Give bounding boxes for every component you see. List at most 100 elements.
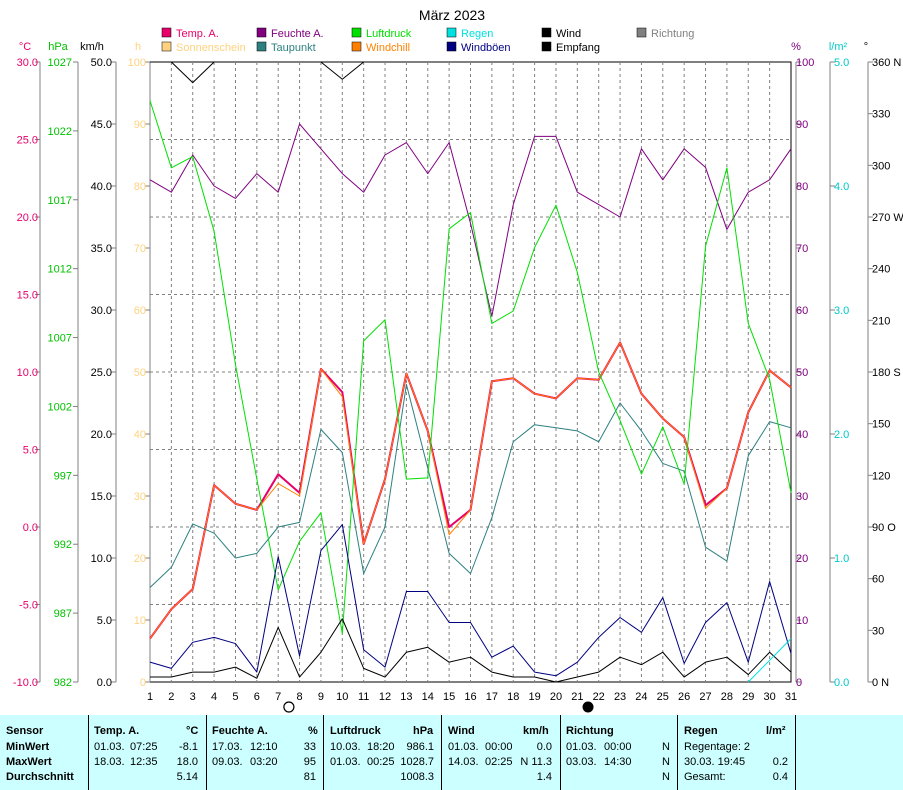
temp-tick-label: 15.0 bbox=[17, 290, 38, 302]
sun-tick-label: 40 bbox=[134, 429, 146, 441]
legend-label: Empfang bbox=[556, 42, 600, 54]
direction-tick-label: 360 N bbox=[872, 57, 901, 69]
series-line-luftdruck bbox=[149, 100, 792, 634]
x-tick-label: 10 bbox=[336, 691, 348, 703]
header-wind-unit: km/h bbox=[523, 725, 549, 737]
table-cell-regen-val: 0.2 bbox=[772, 756, 788, 768]
table-cell-regen-label: Regentage: 2 bbox=[684, 741, 751, 753]
sun-tick-label: 70 bbox=[134, 243, 146, 255]
legend-swatch bbox=[446, 41, 457, 52]
table-cell-regen-val: 0.4 bbox=[772, 771, 788, 783]
series-line-regen bbox=[747, 638, 792, 683]
rain-tick-label: 2.0 bbox=[834, 429, 849, 441]
axes: 30.0 25.0 20.0 15.0 10.0 5.0 0.0 -5.0 -10.0 1027 1… bbox=[13, 57, 903, 689]
x-tick-label: 6 bbox=[254, 691, 260, 703]
x-tick-labels: 1 2 3 4 5 6 7 8 9 10 11 12 13 14 15 16 17 18 19 20 21 22 23 24 2… bbox=[147, 691, 797, 703]
data-series bbox=[149, 61, 792, 683]
legend-swatch bbox=[256, 27, 267, 38]
pressure-tick-label: 1022 bbox=[48, 126, 72, 138]
rain-tick-label: 3.0 bbox=[834, 305, 849, 317]
table-cell-wind-val: 0.0 bbox=[536, 741, 552, 753]
humidity-tick-label: 70 bbox=[796, 243, 808, 255]
table-cell-feuchte-val: 95 bbox=[303, 756, 316, 768]
direction-unit-label: ° bbox=[864, 41, 868, 53]
temp-tick-label: 0.0 bbox=[23, 522, 38, 534]
table-cell-richtung-val: N bbox=[662, 756, 670, 768]
legend-label: Temp. A. bbox=[176, 28, 219, 40]
temp-tick-label: 10.0 bbox=[17, 367, 38, 379]
x-tick-label: 20 bbox=[550, 691, 562, 703]
x-tick-label: 15 bbox=[443, 691, 455, 703]
wind-tick-label: 25.0 bbox=[91, 367, 112, 379]
wind-tick-label: 10.0 bbox=[91, 553, 112, 565]
pressure-tick-label: 1027 bbox=[48, 57, 72, 69]
humidity-tick-label: 60 bbox=[796, 305, 808, 317]
rain-tick-label: 0.0 bbox=[834, 677, 849, 689]
pressure-tick-label: 1017 bbox=[48, 195, 72, 207]
header-sensor: Sensor bbox=[6, 725, 44, 737]
table-cell-druck-time: 18:20 bbox=[367, 741, 395, 753]
table-cell-feuchte-date: 09.03. bbox=[212, 756, 243, 768]
sun-tick-label: 50 bbox=[134, 367, 146, 379]
wind-tick-label: 0.0 bbox=[97, 677, 112, 689]
x-tick-label: 22 bbox=[593, 691, 605, 703]
header-temp-unit: °C bbox=[186, 725, 199, 737]
x-tick-label: 11 bbox=[358, 691, 369, 703]
direction-tick-label: 150 bbox=[872, 419, 890, 431]
legend-label: Taupunkt bbox=[271, 42, 316, 54]
rain-unit-label: l/m² bbox=[829, 41, 848, 53]
legend-label: Richtung bbox=[651, 28, 694, 40]
humidity-tick-label: 40 bbox=[796, 429, 808, 441]
table-cell-druck-val: 986.1 bbox=[406, 741, 434, 753]
table-cell-temp-date: 18.03. bbox=[94, 756, 125, 768]
pressure-tick-label: 1012 bbox=[48, 264, 72, 276]
legend-label: Luftdruck bbox=[366, 28, 412, 40]
axis-units: °C hPa km/h h% l/m² ° bbox=[19, 41, 868, 53]
table-cell-wind-date: 01.03. bbox=[448, 741, 479, 753]
full-moon-icon bbox=[283, 701, 295, 713]
x-tick-label: 13 bbox=[400, 691, 412, 703]
table-cell-richtung-val: N bbox=[662, 771, 670, 783]
legend-swatch bbox=[161, 41, 172, 52]
humidity-tick-label: 30 bbox=[796, 491, 808, 503]
x-tick-label: 30 bbox=[764, 691, 776, 703]
weather-chart: März 2023 Temp. A. Sonnenschein Feuchte A.… bbox=[13, 7, 903, 713]
direction-tick-label: 90 O bbox=[872, 522, 896, 534]
humidity-unit-label: % bbox=[791, 41, 801, 53]
table-cell-temp-val: -8.1 bbox=[179, 741, 198, 753]
richtung-line bbox=[150, 61, 364, 84]
table-cell-richtung-time: 00:00 bbox=[604, 741, 632, 753]
x-tick-label: 23 bbox=[614, 691, 626, 703]
sun-tick-label: 30 bbox=[134, 491, 146, 503]
table-cell-richtung-date: 03.03. bbox=[566, 756, 597, 768]
x-tick-label: 27 bbox=[699, 691, 711, 703]
legend-swatch bbox=[541, 27, 552, 38]
x-tick-label: 24 bbox=[635, 691, 647, 703]
legend-label: Sonnenschein bbox=[176, 42, 246, 54]
sun-tick-label: 10 bbox=[134, 615, 146, 627]
table-cell-temp-time: 12:35 bbox=[130, 756, 158, 768]
header-wind: Wind bbox=[448, 725, 475, 737]
header-luftdruck-unit: hPa bbox=[413, 725, 434, 737]
header-regen-unit: l/m² bbox=[766, 725, 786, 737]
table-cell-wind-val: 1.4 bbox=[536, 771, 552, 783]
header-feuchte: Feuchte A. bbox=[212, 725, 268, 737]
legend-swatch bbox=[446, 27, 457, 38]
legend-swatch bbox=[351, 27, 362, 38]
wind-tick-label: 30.0 bbox=[91, 305, 112, 317]
table-cell-feuchte-val: 81 bbox=[303, 771, 316, 783]
pressure-tick-label: 987 bbox=[54, 608, 72, 620]
legend-swatch bbox=[351, 41, 362, 52]
pressure-tick-label: 1002 bbox=[48, 401, 72, 413]
series-line-feuchte-a- bbox=[149, 123, 792, 317]
x-tick-label: 2 bbox=[168, 691, 174, 703]
x-tick-label: 21 bbox=[571, 691, 583, 703]
table-cell-wind-time: 00:00 bbox=[485, 741, 513, 753]
x-tick-label: 29 bbox=[742, 691, 754, 703]
temp-tick-label: -5.0 bbox=[19, 600, 38, 612]
legend-label: Windchill bbox=[366, 42, 410, 54]
x-tick-label: 8 bbox=[297, 691, 303, 703]
grid-lines bbox=[150, 62, 791, 682]
direction-tick-label: 210 bbox=[872, 315, 890, 327]
sun-tick-label: 0 bbox=[140, 677, 146, 689]
